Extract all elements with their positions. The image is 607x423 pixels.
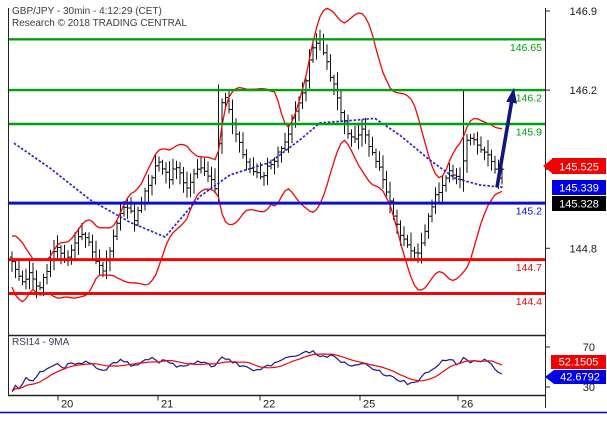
rsi-line (11, 350, 503, 392)
level-label-144.4: 144.4 (516, 296, 542, 308)
price-badge-close: 145.328 (552, 196, 606, 211)
level-label-145.9: 145.9 (516, 127, 542, 139)
price-badge-last: 145.525 (543, 158, 606, 174)
level-label-146.65: 146.65 (510, 42, 542, 54)
chart-title: GBP/JPY - 30min - 4:12:29 (CET) Research… (12, 6, 187, 30)
price-badge-ma-text: 145.339 (559, 183, 599, 195)
moving-average-line (13, 117, 504, 239)
price-badge-ma: 145.339 (552, 180, 606, 195)
price-bars (9, 29, 505, 299)
chart-title-line1: GBP/JPY - 30min - 4:12:29 (CET) (12, 6, 162, 17)
rsi-panel-label: RSI14 - 9MA (12, 337, 70, 348)
date-label-22: 22 (263, 399, 275, 411)
chart-title-line2: Research © 2018 TRADING CENTRAL (12, 18, 188, 29)
rsi-axis-label-70: 70 (583, 342, 595, 354)
axis-label-146.2: 146.2 (569, 85, 597, 97)
rsi-ma-line (11, 353, 503, 393)
rsi-badge-value-text: 42.6792 (560, 372, 600, 384)
bollinger-lower-band (11, 139, 503, 303)
level-label-146.2: 146.2 (516, 93, 542, 105)
arrow-head (506, 87, 517, 104)
level-label-144.7: 144.7 (516, 262, 542, 274)
date-label-26: 26 (461, 399, 473, 411)
rsi-badge-ma-text: 52.1505 (559, 357, 599, 369)
rsi-badge-ma: 52.1505 (551, 355, 606, 369)
date-axis: 20 21 22 25 26 (57, 395, 473, 411)
projection-arrow (495, 87, 517, 188)
date-label-20: 20 (61, 399, 73, 411)
price-badge-close-text: 145.328 (559, 199, 599, 211)
chart-frame (0, 8, 607, 414)
rsi-axis-label-30: 30 (583, 382, 595, 394)
rsi-badge-value: 42.6792 (545, 370, 606, 384)
price-badge-last-text: 145.525 (559, 162, 599, 174)
axis-label-146.9: 146.9 (569, 6, 597, 18)
level-label-145.2: 145.2 (516, 206, 542, 218)
date-label-25: 25 (363, 399, 375, 411)
price-levels: 146.65 146.2 145.9 145.2 144.7 144.4 (8, 38, 545, 308)
axis-label-144.8: 144.8 (569, 243, 597, 255)
date-label-21: 21 (161, 399, 173, 411)
